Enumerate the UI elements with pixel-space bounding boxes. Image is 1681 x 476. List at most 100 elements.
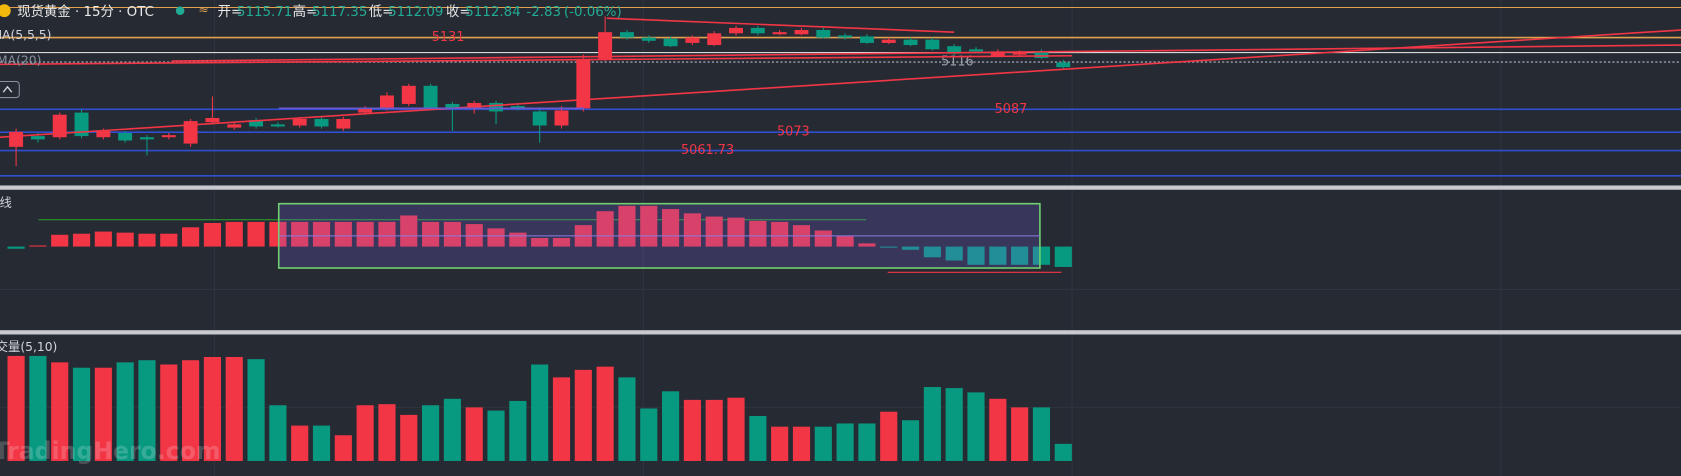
candle-body <box>772 32 787 35</box>
bar <box>989 246 1007 265</box>
bar <box>945 246 963 261</box>
bar <box>552 377 571 461</box>
bar <box>116 362 134 461</box>
bar <box>1011 246 1029 265</box>
bar <box>29 355 47 461</box>
bar <box>160 364 178 461</box>
trend-line <box>584 29 1681 101</box>
candle-body <box>619 32 634 38</box>
level-label: 5061.73 <box>681 143 734 158</box>
level-label: 5087 <box>995 102 1028 117</box>
bar <box>596 211 614 247</box>
symbol-icon <box>0 4 11 18</box>
bar <box>291 425 309 461</box>
bar <box>487 228 505 247</box>
candle-body <box>707 33 722 46</box>
bar <box>443 398 461 461</box>
bar <box>225 356 243 461</box>
candle-body <box>794 30 809 35</box>
status-dot <box>175 6 185 16</box>
bar <box>749 415 767 461</box>
collapse-button-icon[interactable] <box>2 85 13 93</box>
bar <box>705 216 723 247</box>
candle-body <box>881 39 896 43</box>
candle-body <box>969 49 983 52</box>
bar <box>138 360 156 461</box>
bar <box>269 221 287 247</box>
candle-body <box>990 51 1005 56</box>
candle-body <box>227 124 242 128</box>
trend-lines <box>0 17 1681 139</box>
bar <box>138 233 156 247</box>
candle-body <box>96 130 111 138</box>
bar <box>901 420 920 461</box>
candle-body <box>576 58 591 109</box>
bar <box>880 246 898 248</box>
bar <box>334 221 352 247</box>
bar <box>1054 443 1072 461</box>
bar <box>683 399 701 461</box>
candle-body <box>685 37 700 43</box>
candle-body <box>401 85 416 104</box>
candle-body <box>270 124 285 127</box>
bar <box>531 238 549 247</box>
bar <box>356 221 374 247</box>
candle-body <box>30 136 45 140</box>
header-label: 高= <box>293 3 318 20</box>
collapse-button-frame[interactable] <box>0 80 20 99</box>
bar <box>618 377 636 461</box>
bar <box>1054 246 1072 267</box>
candle-body <box>161 135 176 138</box>
bar <box>334 435 352 461</box>
bar <box>182 360 200 461</box>
collapse-button[interactable] <box>0 80 20 99</box>
bar <box>94 367 112 461</box>
panel-title: 量线 <box>0 196 12 210</box>
level-label: 5073 <box>777 125 810 140</box>
status-icon: ≈ <box>198 3 208 17</box>
candle-body <box>816 30 831 38</box>
bar <box>51 362 69 461</box>
candle-body <box>336 118 351 129</box>
bar <box>72 233 91 247</box>
bar <box>509 400 527 461</box>
header-label: 收= <box>446 4 471 20</box>
bar <box>531 364 549 461</box>
candle-body <box>554 110 569 126</box>
candle-body <box>467 102 482 109</box>
bar <box>94 231 112 247</box>
bar <box>880 411 898 461</box>
candle-body <box>510 106 525 109</box>
bar <box>203 356 222 461</box>
bar <box>727 397 745 461</box>
bar <box>749 220 767 247</box>
bar <box>858 243 876 247</box>
bar <box>247 359 265 461</box>
bar <box>923 387 941 461</box>
bar <box>422 405 440 461</box>
bar <box>989 398 1007 461</box>
candle-body <box>925 39 940 50</box>
bar <box>225 221 243 247</box>
bar <box>487 410 505 461</box>
bar <box>51 234 69 247</box>
bar <box>792 426 811 461</box>
candle-body <box>1012 52 1027 55</box>
bar <box>1011 407 1029 461</box>
bar <box>247 221 265 247</box>
candle-body <box>445 103 460 109</box>
trend-line <box>171 44 1681 62</box>
candle-body <box>118 132 133 141</box>
candle-body <box>358 108 373 113</box>
bar <box>116 232 134 247</box>
bar <box>552 238 571 247</box>
header-value: 5112.09 <box>388 5 443 20</box>
bar <box>312 425 331 461</box>
candle-body <box>423 85 438 109</box>
bar <box>945 388 963 461</box>
bar <box>422 221 440 247</box>
trend-line <box>606 17 955 33</box>
trend-line <box>0 54 1073 66</box>
candle-body <box>1056 62 1071 68</box>
header-change-pct: (-0.06%) <box>564 5 622 20</box>
